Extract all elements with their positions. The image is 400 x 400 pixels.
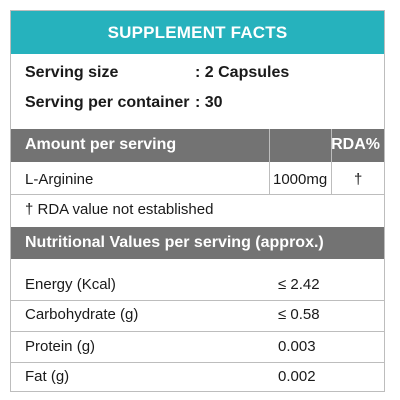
nutrition-row-label: Fat (g) (25, 368, 70, 385)
supplement-facts-panel: SUPPLEMENT FACTS Serving size : 2 Capsul… (10, 10, 385, 392)
amount-header-label: Amount per serving (25, 136, 177, 153)
servings-per-container-label: Serving per container (25, 94, 190, 111)
rda-header-label: RDA% (331, 136, 380, 153)
serving-size-label: Serving size (25, 64, 119, 81)
ingredient-amount: 1000mg (273, 171, 328, 188)
ingredient-name: L-Arginine (25, 171, 94, 188)
nutritional-values-header: Nutritional Values per serving (approx.) (11, 227, 384, 259)
row-divider (11, 300, 384, 301)
column-divider (331, 129, 332, 194)
serving-size-value: : 2 Capsules (195, 64, 290, 81)
nutrition-header-label: Nutritional Values per serving (approx.) (25, 234, 324, 251)
nutrition-row-value: ≤ 0.58 (278, 306, 320, 323)
ingredient-rda: † (354, 171, 363, 188)
nutrition-row-value: ≤ 2.42 (278, 276, 320, 293)
row-divider (11, 362, 384, 363)
nutrition-row-label: Carbohydrate (g) (25, 306, 139, 323)
nutrition-row-value: 0.002 (278, 368, 316, 385)
servings-per-container-value: : 30 (195, 94, 223, 111)
row-divider (11, 331, 384, 332)
amount-per-serving-header: Amount per serving RDA% (11, 129, 384, 162)
nutrition-row-value: 0.003 (278, 338, 316, 355)
row-divider (11, 194, 384, 195)
nutrition-row-label: Protein (g) (25, 338, 96, 355)
column-divider (269, 129, 270, 194)
nutrition-row-label: Energy (Kcal) (25, 276, 116, 293)
rda-footnote: † RDA value not established (25, 201, 214, 218)
panel-title: SUPPLEMENT FACTS (11, 11, 384, 54)
